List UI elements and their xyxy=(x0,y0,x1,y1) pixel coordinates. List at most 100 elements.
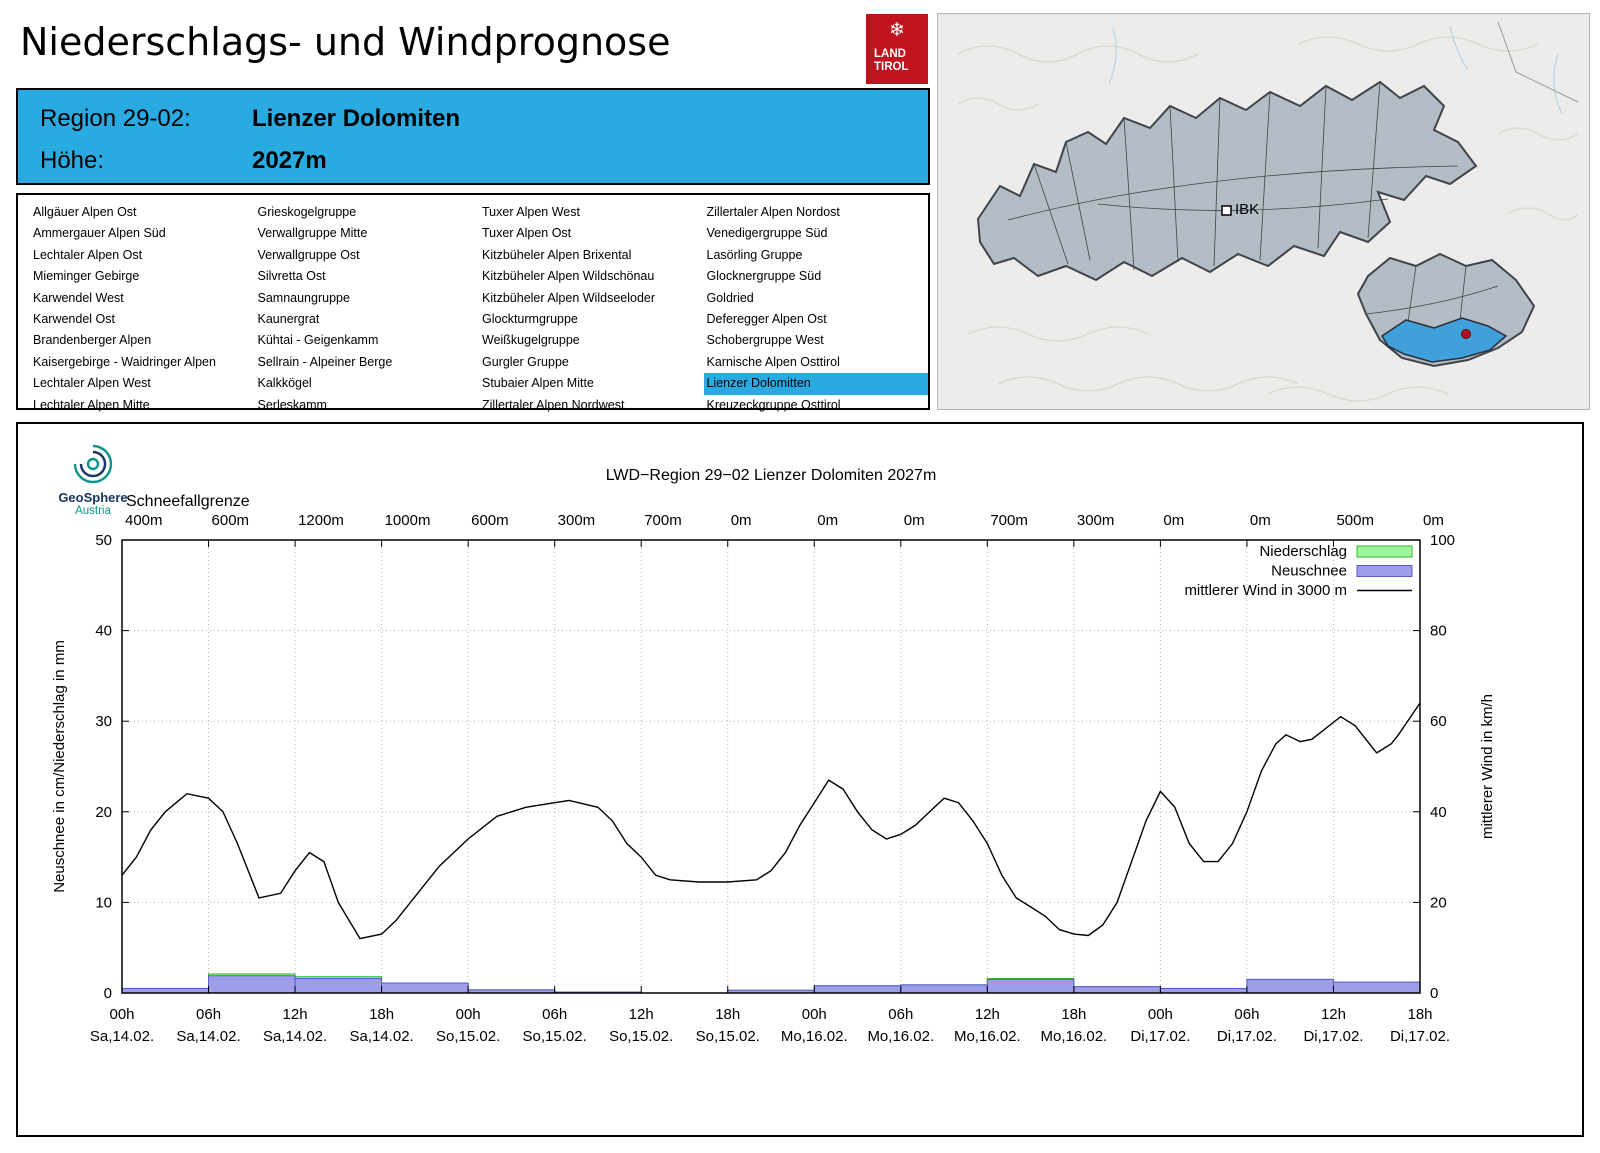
country-border xyxy=(1497,21,1579,103)
region-list-item[interactable]: Ammergauer Alpen Süd xyxy=(33,226,166,241)
svg-text:400m: 400m xyxy=(125,512,163,529)
svg-text:18h: 18h xyxy=(369,1006,394,1023)
svg-text:12h: 12h xyxy=(1321,1006,1346,1023)
svg-text:06h: 06h xyxy=(888,1006,913,1023)
svg-text:Sa,14.02.: Sa,14.02. xyxy=(349,1028,413,1045)
region-list-item[interactable]: Serleskamm xyxy=(257,397,327,412)
region-list-item[interactable]: Kaisergebirge - Waidringer Alpen xyxy=(33,354,216,369)
svg-text:700m: 700m xyxy=(990,512,1028,529)
svg-text:Di,17.02.: Di,17.02. xyxy=(1217,1028,1277,1045)
svg-text:20: 20 xyxy=(1430,894,1447,911)
logo-text-tirol: TIROL xyxy=(874,60,909,73)
east-district-borders xyxy=(1365,265,1499,323)
geosphere-logo: GeoSphere Austria xyxy=(48,442,138,518)
svg-text:0m: 0m xyxy=(731,512,752,529)
svg-text:300m: 300m xyxy=(558,512,596,529)
region-list-item[interactable]: Karwendel West xyxy=(33,290,124,305)
region-list-item[interactable]: Kalkkögel xyxy=(257,376,312,391)
region-list-item[interactable]: Venedigergruppe Süd xyxy=(706,226,828,241)
svg-text:Mo,16.02.: Mo,16.02. xyxy=(867,1028,934,1045)
svg-text:Di,17.02.: Di,17.02. xyxy=(1303,1028,1363,1045)
region-list-item[interactable]: Lechtaler Alpen Mitte xyxy=(33,397,150,412)
svg-text:mittlerer Wind in km/h: mittlerer Wind in km/h xyxy=(1479,694,1496,839)
region-info-box: Region 29-02: Lienzer Dolomiten Höhe: 20… xyxy=(16,88,930,185)
region-list-item[interactable]: Silvretta Ost xyxy=(257,269,326,284)
svg-text:0: 0 xyxy=(104,985,112,1002)
region-list-item[interactable]: Glockturmgruppe xyxy=(482,311,578,326)
region-list-item[interactable]: Schobergruppe West xyxy=(706,333,824,348)
svg-text:Sa,14.02.: Sa,14.02. xyxy=(176,1028,240,1045)
svg-text:0m: 0m xyxy=(1250,512,1271,529)
svg-text:So,15.02.: So,15.02. xyxy=(609,1028,673,1045)
svg-text:So,15.02.: So,15.02. xyxy=(523,1028,587,1045)
svg-text:06h: 06h xyxy=(196,1006,221,1023)
region-list-item[interactable]: Mieminger Gebirge xyxy=(33,269,140,284)
region-list-item[interactable]: Lienzer Dolomitten xyxy=(703,373,928,395)
svg-text:00h: 00h xyxy=(802,1006,827,1023)
region-list-item[interactable]: Gurgler Gruppe xyxy=(482,354,569,369)
station-marker-dot xyxy=(1461,329,1471,339)
ibk-label: IBK xyxy=(1235,201,1259,218)
region-list-item[interactable]: Lasörling Gruppe xyxy=(706,247,803,262)
geosphere-name: GeoSphere xyxy=(58,490,128,505)
region-list-item[interactable]: Lechtaler Alpen West xyxy=(33,376,151,391)
region-list-item[interactable]: Kitzbüheler Alpen Brixental xyxy=(482,247,632,262)
region-list-item[interactable]: Deferegger Alpen Ost xyxy=(706,311,827,326)
svg-text:So,15.02.: So,15.02. xyxy=(696,1028,760,1045)
region-list-item[interactable]: Tuxer Alpen West xyxy=(482,205,580,219)
svg-text:0m: 0m xyxy=(1163,512,1184,529)
ibk-marker xyxy=(1221,205,1232,216)
tirol-map: IBK xyxy=(937,13,1590,410)
region-list-item[interactable]: Goldried xyxy=(706,290,754,305)
svg-text:12h: 12h xyxy=(283,1006,308,1023)
logo-text-land: LAND xyxy=(874,48,906,60)
region-list-item[interactable]: Zillertaler Alpen Nordwest xyxy=(482,397,625,412)
region-list-item[interactable]: Grieskogelgruppe xyxy=(257,205,357,219)
region-list-item[interactable]: Kitzbüheler Alpen Wildschönau xyxy=(482,269,655,284)
region-list-item[interactable]: Sellrain - Alpeiner Berge xyxy=(257,354,393,369)
region-list-item[interactable]: Samnaungruppe xyxy=(257,290,350,305)
region-list-item[interactable]: Tuxer Alpen Ost xyxy=(482,226,572,241)
svg-text:0m: 0m xyxy=(1423,512,1444,529)
region-list-item[interactable]: Lechtaler Alpen Ost xyxy=(33,247,143,262)
forecast-chart: LWD−Region 29−02 Lienzer Dolomiten 2027m… xyxy=(51,467,1496,1045)
region-list-item[interactable]: Brandenberger Alpen xyxy=(33,333,152,348)
region-list-item[interactable]: Karwendel Ost xyxy=(33,311,115,326)
svg-text:1200m: 1200m xyxy=(298,512,344,529)
svg-text:0m: 0m xyxy=(904,512,925,529)
region-list-item[interactable]: Kühtai - Geigenkamm xyxy=(257,333,379,348)
svg-text:10: 10 xyxy=(95,894,112,911)
svg-text:12h: 12h xyxy=(975,1006,1000,1023)
svg-text:80: 80 xyxy=(1430,623,1447,640)
region-list-item[interactable]: Kreuzeckgruppe Osttirol xyxy=(706,397,841,412)
region-list-item[interactable]: Karnische Alpen Osttirol xyxy=(706,354,840,369)
altitude-label: Höhe: xyxy=(40,147,105,174)
region-label: Region 29-02: xyxy=(40,105,191,132)
svg-text:Sa,14.02.: Sa,14.02. xyxy=(90,1028,154,1045)
geosphere-country: Austria xyxy=(75,505,111,517)
district-borders xyxy=(1007,81,1459,271)
region-list-item[interactable]: Zillertaler Alpen Nordost xyxy=(706,205,840,219)
svg-text:50: 50 xyxy=(95,532,112,549)
region-value: Lienzer Dolomiten xyxy=(252,105,461,132)
region-list-item[interactable]: Verwallgruppe Mitte xyxy=(257,226,368,241)
region-list: Allgäuer Alpen Ost Ammergauer Alpen Süd Le… xyxy=(16,193,930,412)
region-list-item[interactable]: Glocknergruppe Süd xyxy=(706,269,822,284)
svg-text:Neuschnee: Neuschnee xyxy=(1271,563,1347,580)
map-region-highlight-lienzer-dolomiten[interactable] xyxy=(1380,317,1508,363)
region-list-item[interactable]: Kitzbüheler Alpen Wildseeloder xyxy=(482,290,656,305)
terrain-texture xyxy=(957,36,1579,402)
region-list-item[interactable]: Verwallgruppe Ost xyxy=(257,247,360,262)
region-list-item[interactable]: Weißkugelgruppe xyxy=(482,333,580,348)
svg-text:30: 30 xyxy=(95,713,112,730)
region-list-item[interactable]: Kaunergrat xyxy=(257,311,320,326)
svg-text:Sa,14.02.: Sa,14.02. xyxy=(263,1028,327,1045)
region-list-item[interactable]: Stubaier Alpen Mitte xyxy=(482,376,594,391)
svg-text:0m: 0m xyxy=(817,512,838,529)
svg-text:18h: 18h xyxy=(1407,1006,1432,1023)
land-tirol-logo: ❄ LAND TIROL xyxy=(866,14,928,84)
svg-text:1000m: 1000m xyxy=(385,512,431,529)
forecast-chart-panel: LWD−Region 29−02 Lienzer Dolomiten 2027m… xyxy=(16,422,1584,1137)
region-list-item[interactable]: Allgäuer Alpen Ost xyxy=(33,205,137,219)
map-region-north-tirol[interactable] xyxy=(976,80,1478,282)
